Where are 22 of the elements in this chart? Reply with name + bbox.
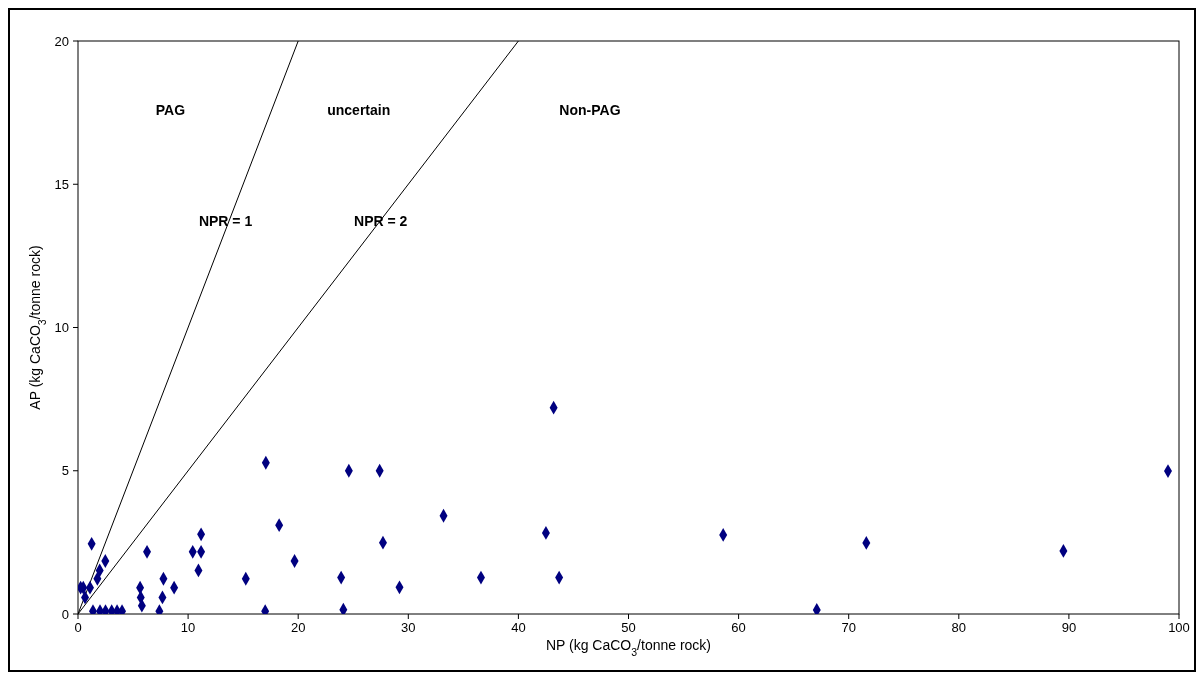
x-tick-label: 10 [180, 620, 196, 635]
x-tick-label: 20 [290, 620, 306, 635]
x-tick-label: 80 [951, 620, 967, 635]
y-tick-label: 15 [54, 176, 69, 192]
annotation: NPR = 2 [354, 213, 408, 230]
y-tick-label: 20 [54, 33, 69, 49]
x-tick-label: 0 [74, 620, 82, 635]
x-tick-label: 40 [511, 620, 526, 635]
x-axis-title: NP (kg CaCO$_{3}$/tonne rock) [545, 637, 712, 658]
annotation: PAG [155, 101, 186, 118]
annotation: NPR = 1 [198, 213, 253, 230]
x-tick-label: 70 [841, 620, 856, 635]
y-tick-label: 5 [61, 463, 69, 479]
x-tick-label: 100 [1168, 620, 1190, 635]
x-tick-label: 60 [731, 620, 746, 635]
x-tick-label: 90 [1061, 620, 1077, 635]
y-tick-label: 0 [61, 606, 69, 622]
annotation: uncertain [327, 101, 391, 118]
y-tick-label: 10 [54, 320, 69, 335]
x-tick-label: 50 [621, 620, 636, 635]
x-tick-label: 30 [401, 620, 416, 635]
annotation: Non-PAG [559, 101, 621, 118]
